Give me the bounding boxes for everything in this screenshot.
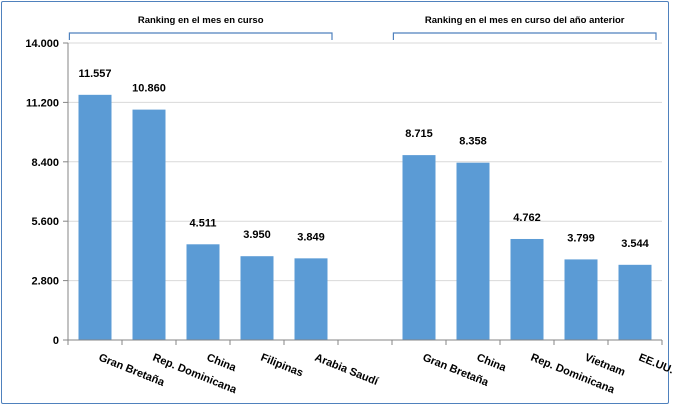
group-title: Ranking en el mes en curso del año anter…: [425, 15, 625, 26]
y-tick-label: 14.000: [25, 38, 59, 50]
y-tick-label: 2.800: [31, 276, 59, 288]
category-label: China: [475, 352, 509, 375]
data-label: 4.511: [190, 217, 217, 229]
data-label: 3.799: [567, 232, 595, 244]
bar: [456, 162, 490, 340]
bar: [240, 256, 274, 340]
y-tick-label: 11.200: [26, 97, 59, 109]
y-axis: 0 2.800 5.600 8.400 11.200 14.000: [25, 38, 69, 347]
data-label: 3.544: [621, 238, 649, 250]
group-bracket: [68, 32, 333, 40]
data-label: 10.860: [132, 83, 166, 95]
bar: [294, 258, 328, 340]
group-bracket: [392, 32, 657, 40]
y-tick-label: 8.400: [31, 157, 59, 169]
group-title: Ranking en el mes en curso: [138, 15, 264, 26]
bar: [510, 238, 544, 340]
y-tick-label: 5.600: [31, 216, 59, 228]
category-label: China: [205, 352, 239, 375]
data-label: 4.762: [513, 212, 541, 224]
bar: [78, 94, 112, 340]
data-label: 11.557: [78, 68, 111, 80]
bar: [402, 155, 436, 340]
gridlines: [68, 42, 662, 282]
bar: [564, 259, 598, 340]
data-label: 3.950: [243, 229, 271, 241]
category-label: Arabia Saudí: [313, 352, 381, 389]
group-titles: Ranking en el mes en curso Ranking en el …: [68, 15, 657, 40]
data-label: 8.358: [459, 136, 487, 148]
y-tick-label: 0: [53, 335, 59, 347]
bar: [132, 109, 166, 340]
category-label: Filipinas: [259, 352, 305, 380]
data-label: 8.715: [405, 128, 433, 140]
bar: [186, 244, 220, 340]
bar: [618, 264, 652, 340]
category-label: EE.UU.: [637, 352, 673, 377]
bars: 11.557 10.860 4.511 3.950 3.849 8.715 8.358 4.7…: [78, 68, 652, 340]
data-label: 3.849: [297, 231, 325, 243]
